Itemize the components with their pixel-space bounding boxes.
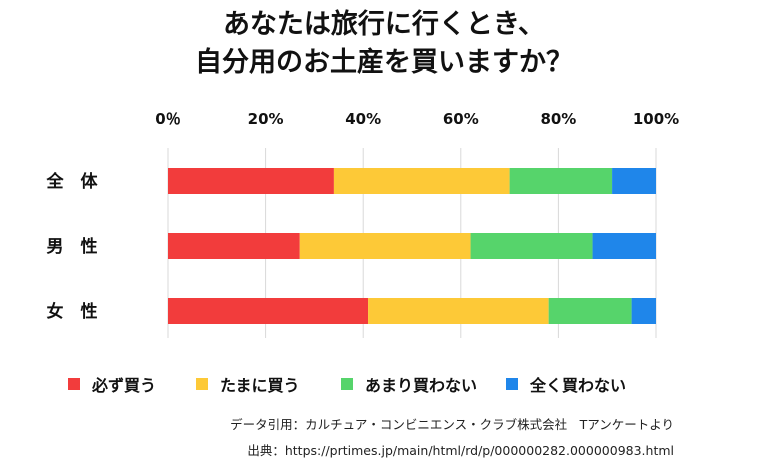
source-url: 出典：https://prtimes.jp/main/html/rd/p/000…: [247, 443, 674, 458]
bar-segment: [509, 168, 613, 194]
chart-legend: 必ず買う たまに買う あまり買わない 全く買わない: [0, 371, 768, 397]
bar-segment: [470, 233, 593, 259]
chart-title-line-1: あなたは旅行に行くとき、: [222, 9, 546, 40]
x-tick-label: 40%: [345, 110, 381, 128]
bar-segment: [333, 168, 510, 194]
legend-label-never-buy: 全く買わない: [530, 376, 627, 395]
bar-segment: [631, 298, 656, 324]
chart-title-line-2: 自分用のお土産を買いますか？: [195, 47, 573, 78]
legend-item-always-buy: 必ず買う: [68, 371, 156, 397]
bar-segment: [612, 168, 656, 194]
bar-segment: [168, 168, 334, 194]
bar-segment: [168, 298, 369, 324]
x-tick-label: 0％: [155, 110, 180, 128]
legend-item-never-buy: 全く買わない: [506, 371, 626, 397]
bar-segment: [592, 233, 656, 259]
bar-segment: [548, 298, 632, 324]
data-credit: データ引用：カルチュア・コンビニエンス・クラブ株式会社 Tアンケートより: [230, 417, 674, 432]
x-tick-label: 100%: [633, 110, 679, 128]
bar-segment: [299, 233, 471, 259]
x-tick-label: 60%: [443, 110, 479, 128]
category-label: 男 性: [47, 236, 98, 257]
legend-swatch-sometimes-buy: [196, 378, 208, 390]
legend-swatch-never-buy: [506, 378, 518, 390]
legend-label-always-buy: 必ず買う: [92, 376, 157, 395]
category-label: 全 体: [46, 171, 99, 192]
legend-swatch-always-buy: [68, 378, 80, 390]
category-label: 女 性: [47, 301, 98, 322]
bar-segment: [168, 233, 300, 259]
bar-segment: [368, 298, 549, 324]
legend-item-sometimes-buy: たまに買う: [196, 371, 300, 397]
legend-item-rarely-buy: あまり買わない: [341, 371, 477, 397]
legend-label-sometimes-buy: たまに買う: [220, 376, 300, 395]
x-tick-label: 20%: [248, 110, 284, 128]
legend-swatch-rarely-buy: [341, 378, 353, 390]
x-tick-label: 80%: [540, 110, 576, 128]
legend-label-rarely-buy: あまり買わない: [365, 376, 478, 395]
